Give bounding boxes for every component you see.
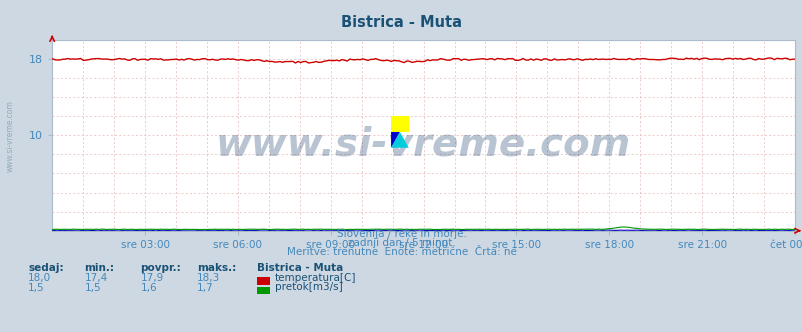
Polygon shape [391,132,399,148]
Polygon shape [391,116,408,132]
Text: 1,6: 1,6 [140,283,157,292]
Text: 17,9: 17,9 [140,273,164,283]
Text: 18,3: 18,3 [196,273,220,283]
Text: 1,7: 1,7 [196,283,213,292]
Text: Bistrica - Muta: Bistrica - Muta [257,263,342,273]
Text: povpr.:: povpr.: [140,263,181,273]
Text: Slovenija / reke in morje.: Slovenija / reke in morje. [336,229,466,239]
Text: maks.:: maks.: [196,263,236,273]
Text: www.si-vreme.com: www.si-vreme.com [216,126,630,164]
Text: www.si-vreme.com: www.si-vreme.com [6,100,15,172]
Text: 1,5: 1,5 [28,283,45,292]
Text: pretok[m3/s]: pretok[m3/s] [274,283,342,292]
Text: sedaj:: sedaj: [28,263,63,273]
Text: 17,4: 17,4 [84,273,107,283]
Text: 1,5: 1,5 [84,283,101,292]
Text: Meritve: trenutne  Enote: metrične  Črta: ne: Meritve: trenutne Enote: metrične Črta: … [286,247,516,257]
Text: Bistrica - Muta: Bistrica - Muta [341,15,461,30]
Text: min.:: min.: [84,263,114,273]
Text: temperatura[C]: temperatura[C] [274,273,355,283]
Text: 18,0: 18,0 [28,273,51,283]
Polygon shape [391,132,408,148]
Text: zadnji dan / 5 minut.: zadnji dan / 5 minut. [347,238,455,248]
